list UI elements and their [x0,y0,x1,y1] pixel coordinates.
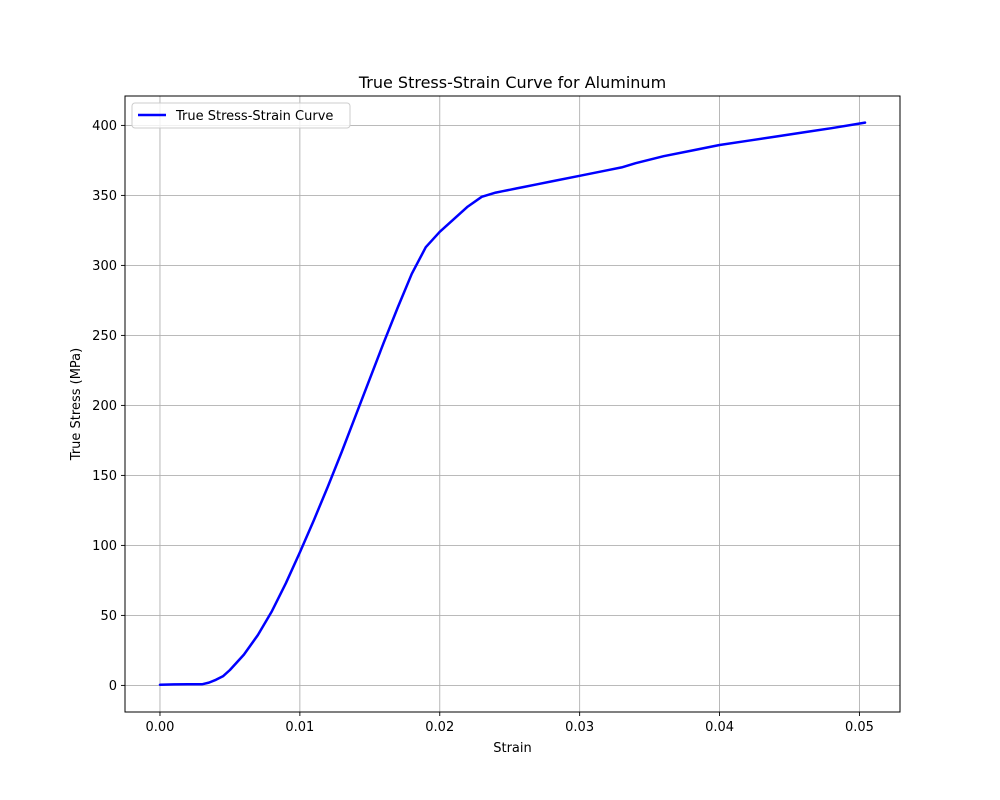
x-tick-label: 0.04 [705,720,734,735]
y-tick-label: 150 [92,469,117,484]
legend-box [131,102,351,129]
y-tick-label: 100 [92,539,117,554]
y-tick-label: 0 [109,679,117,694]
grid [125,96,900,712]
y-axis-label: True Stress (MPa) [69,348,84,461]
axis-ticks: 0.00 0.01 0.02 0.03 0.04 0.05 0 50 100 150 200 250 3… [92,119,874,735]
series-line [158,121,867,686]
legend-label: True Stress-Strain Curve [175,109,333,124]
y-tick-label: 400 [92,119,117,134]
x-tick-label: 0.03 [565,720,594,735]
x-tick-label: 0.05 [845,720,874,735]
x-tick-label: 0.00 [145,720,174,735]
x-axis-label: Strain [493,741,532,756]
y-tick-label: 250 [92,329,117,344]
x-tick-label: 0.01 [285,720,314,735]
chart-title: True Stress-Strain Curve for Aluminum [358,73,666,92]
x-tick-label: 0.02 [425,720,454,735]
y-tick-label: 300 [92,259,117,274]
y-tick-label: 50 [100,609,117,624]
series-layer [158,121,867,686]
y-tick-label: 200 [92,399,117,414]
plot-frame [124,95,901,713]
legend: True Stress-Strain Curve [131,102,351,129]
y-tick-label: 350 [92,189,117,204]
